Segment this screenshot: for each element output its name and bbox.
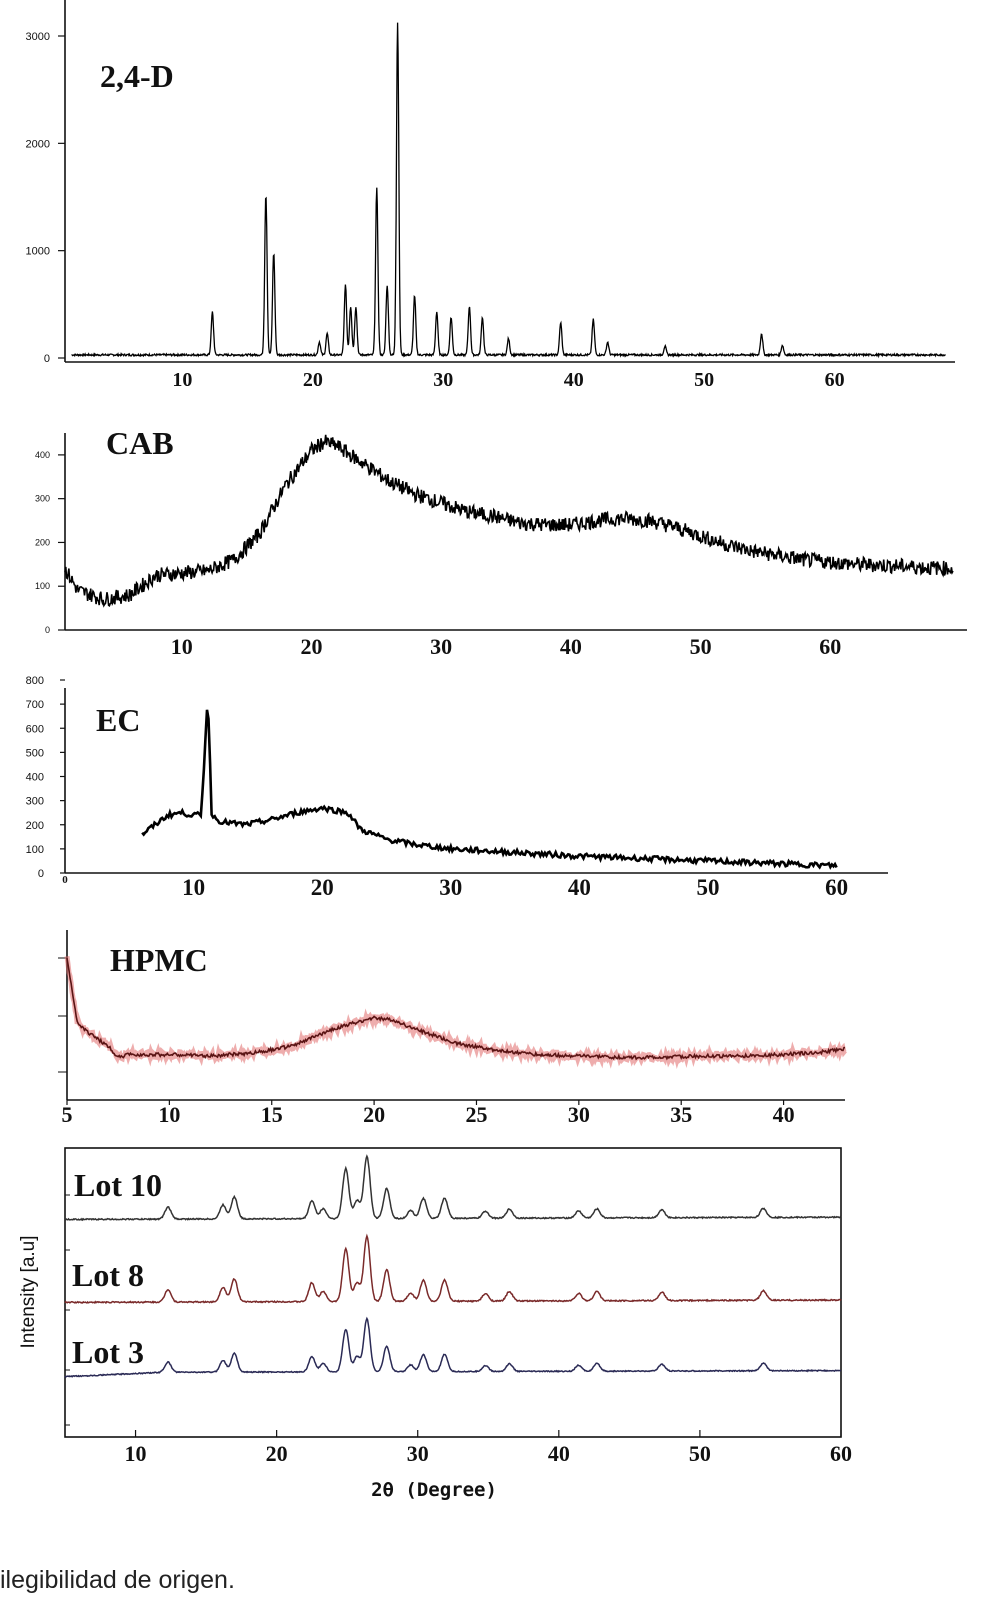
p5-series-lot8	[64, 1233, 842, 1305]
p2-xtick-label: 30	[430, 634, 452, 659]
panel-lots: 10 20 30 40 50 60 Lot 10 Lot 8 Lot 3 2θ (Degr…	[18, 1147, 852, 1501]
p2-series-line	[64, 434, 954, 608]
p5-xtick-label: 10	[125, 1441, 147, 1466]
p1-ytick-label: 1000	[26, 246, 50, 258]
p2-xtick-label: 20	[300, 634, 322, 659]
p4-xtick-label: 5	[62, 1102, 73, 1127]
p3-xtick-label: 40	[568, 875, 591, 900]
p3-ytick-label: 400	[26, 772, 44, 784]
p2-ytick-label: 0	[45, 625, 50, 635]
p2-xtick-label: 10	[171, 634, 193, 659]
panel-hpmc: 5 10 15 20 25 30 35 40 HPMC	[58, 930, 847, 1127]
p2-xtick-label: 60	[819, 634, 841, 659]
p3-xtick-label: 50	[696, 875, 719, 900]
p3-xtick-label: 30	[439, 875, 462, 900]
p5-xtick-label: 60	[830, 1441, 852, 1466]
p3-xtick-label: 20	[311, 875, 334, 900]
p4-xtick-label: 20	[363, 1102, 385, 1127]
p2-ytick-label: 400	[35, 450, 50, 460]
legend-lot8: Lot 8	[72, 1257, 144, 1293]
p1-xtick-label: 60	[825, 369, 845, 391]
p1-xtick-label: 10	[172, 369, 192, 391]
p4-xtick-label: 40	[773, 1102, 795, 1127]
p4-xtick-label: 25	[465, 1102, 487, 1127]
p1-xtick-label: 30	[433, 369, 453, 391]
p2-ytick-label: 300	[35, 494, 50, 504]
p5-xtick-label: 40	[548, 1441, 570, 1466]
p5-series-lot3	[64, 1316, 842, 1379]
p5-series-lot10	[64, 1154, 842, 1222]
p3-series-line	[141, 709, 838, 870]
panel-24d: 10 20 30 40 50 60 0 1000 2000 3000 2,4-D	[26, 0, 955, 391]
p3-ytick-label: 0	[38, 868, 44, 880]
p2-ytick-label: 200	[35, 537, 50, 547]
p1-ytick-label: 0	[44, 353, 50, 365]
p1-ytick-label: 2000	[26, 138, 50, 150]
p3-ytick-label: 800	[26, 675, 44, 687]
p3-ytick-label: 600	[26, 723, 44, 735]
p3-ytick-label: 700	[26, 699, 44, 711]
p4-xtick-label: 15	[261, 1102, 283, 1127]
p4-series-line	[66, 957, 846, 1061]
p3-ytick-label: 500	[26, 747, 44, 759]
p5-xlabel: 2θ (Degree)	[371, 1479, 497, 1501]
p3-ytick-label: 300	[26, 796, 44, 808]
p2-xtick-label: 50	[690, 634, 712, 659]
p4-xtick-label: 10	[158, 1102, 180, 1127]
p3-xtick-label: 0	[62, 874, 68, 886]
p3-xtick-label: 60	[825, 875, 848, 900]
p5-xtick-label: 30	[407, 1441, 429, 1466]
p3-ytick-label: 200	[26, 820, 44, 832]
p2-ytick-label: 100	[35, 581, 50, 591]
p3-title: EC	[96, 702, 140, 738]
p1-title: 2,4-D	[100, 58, 174, 94]
p1-ytick-label: 3000	[26, 31, 50, 43]
caption-text: ilegibilidad de origen.	[0, 1566, 235, 1594]
p4-xtick-label: 35	[670, 1102, 692, 1127]
p1-series-line	[71, 22, 946, 359]
p2-xtick-label: 40	[560, 634, 582, 659]
p5-frame	[64, 1147, 842, 1438]
p1-xtick-label: 40	[564, 369, 584, 391]
p5-xtick-label: 50	[689, 1441, 711, 1466]
p3-xtick-label: 10	[182, 875, 205, 900]
p4-title: HPMC	[110, 942, 208, 978]
p1-xtick-label: 20	[303, 369, 323, 391]
p2-title: CAB	[106, 425, 174, 461]
p5-ylabel: Intensity [a.u]	[18, 1235, 39, 1348]
p4-xtick-label: 30	[568, 1102, 590, 1127]
p1-xtick-label: 50	[694, 369, 714, 391]
p3-ytick-label: 100	[26, 844, 44, 856]
legend-lot10: Lot 10	[74, 1167, 162, 1203]
legend-lot3: Lot 3	[72, 1334, 144, 1370]
panel-cab: 10 20 30 40 50 60 0 100 200 300 400 CAB	[35, 425, 967, 659]
p5-xtick-label: 20	[266, 1441, 288, 1466]
